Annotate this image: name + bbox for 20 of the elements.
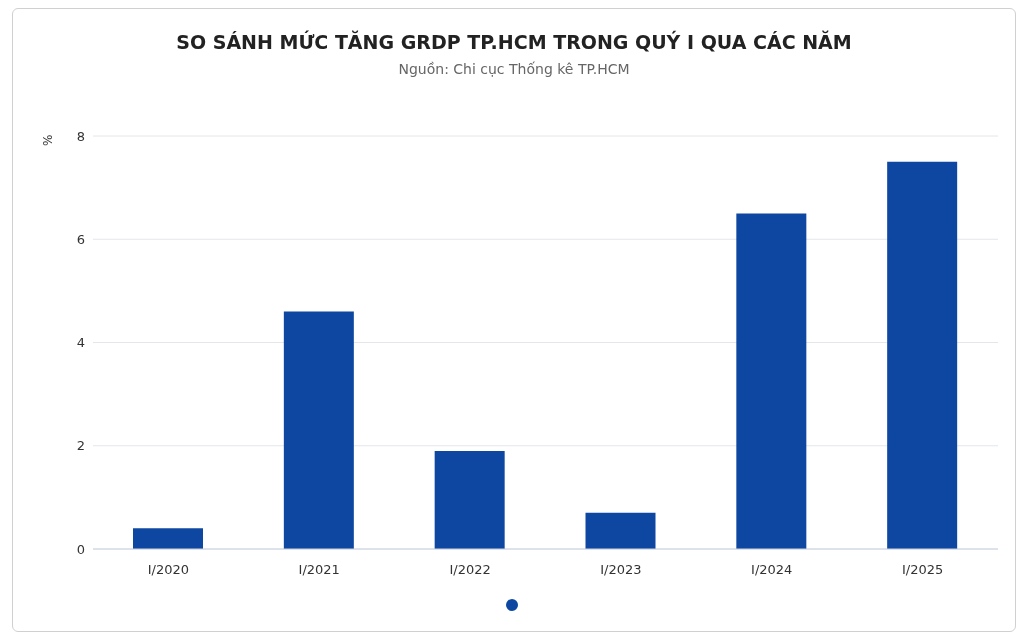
y-tick-label: 6 [76, 231, 85, 247]
y-tick-label: 8 [76, 128, 85, 144]
x-tick-label: I/2020 [147, 562, 190, 578]
x-tick-label: I/2024 [751, 562, 793, 578]
chart-title: SO SÁNH MỨC TĂNG GRDP TP.HCM TRONG QUÝ I QUA CÁC NĂM [175, 31, 853, 53]
bar [736, 213, 807, 549]
y-tick-label: 2 [76, 438, 85, 454]
bar [585, 512, 656, 549]
bar [887, 161, 958, 549]
chart-subtitle: Nguồn: Chi cục Thống kê TP.HCM [397, 61, 631, 77]
y-tick-label: 4 [76, 335, 85, 351]
y-tick-label: 0 [76, 541, 85, 557]
bar [283, 311, 354, 549]
y-axis-title: % [40, 134, 55, 146]
x-tick-label: I/2025 [901, 562, 944, 578]
bar [434, 450, 505, 549]
x-tick-label: I/2023 [600, 562, 642, 578]
x-tick-label: I/2022 [449, 562, 491, 578]
x-tick-label: I/2021 [298, 562, 340, 578]
bar [133, 528, 203, 549]
